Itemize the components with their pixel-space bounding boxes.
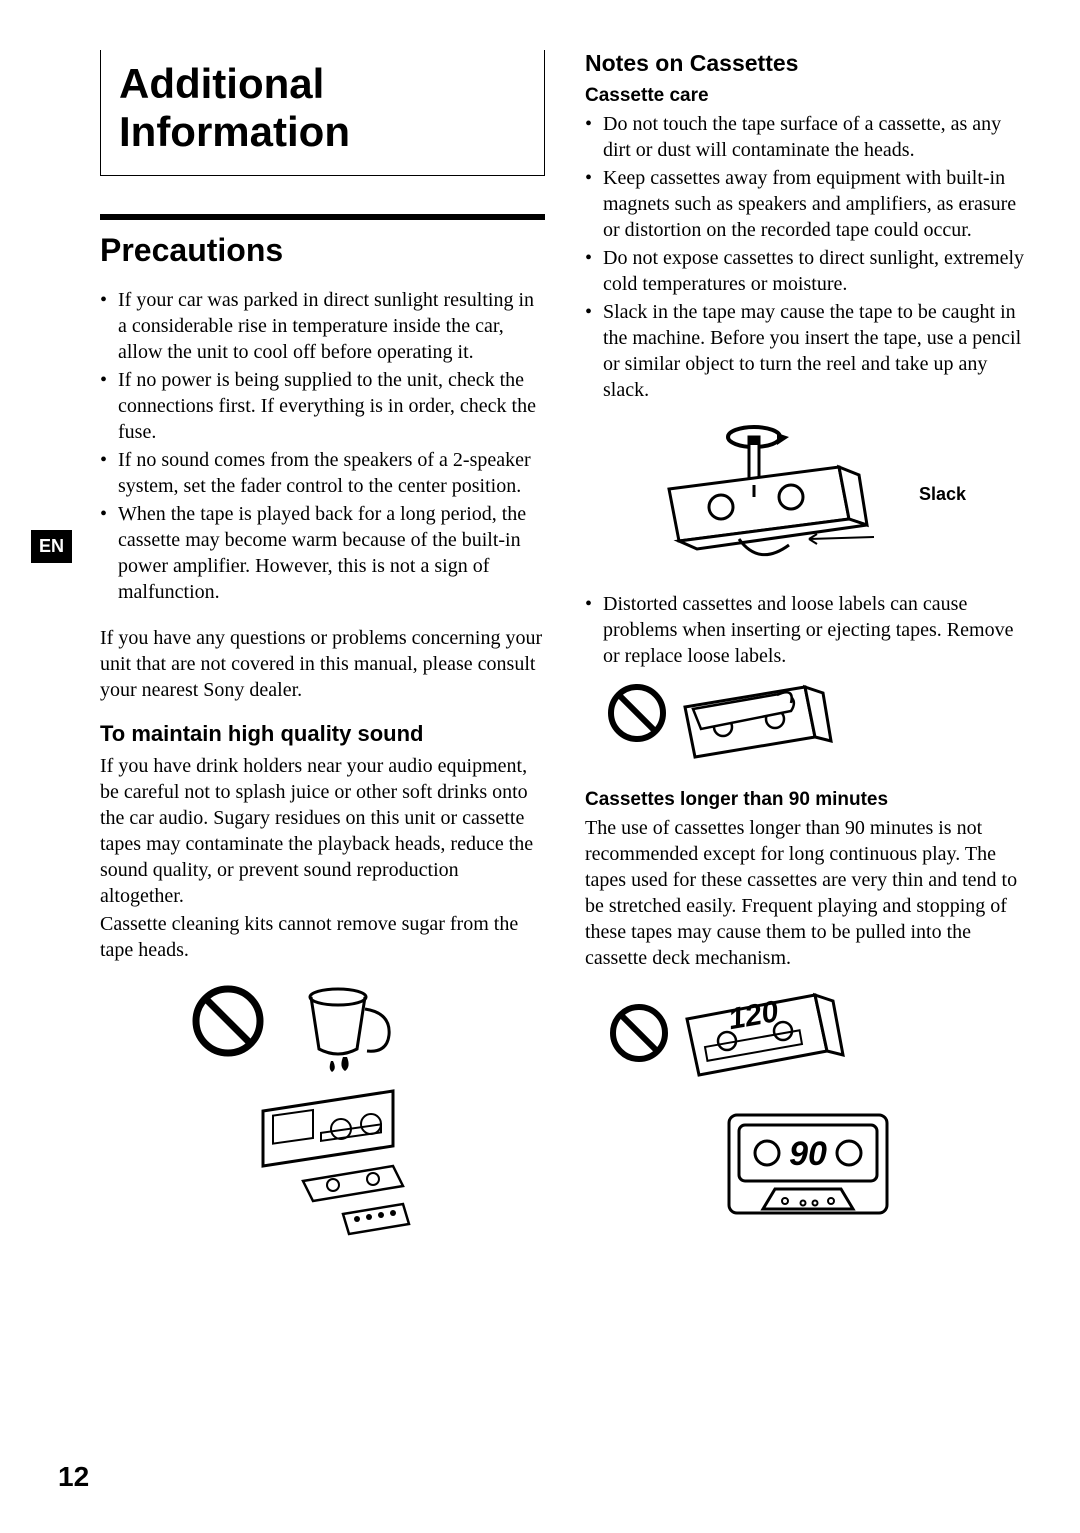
title-box: Additional Information bbox=[100, 50, 545, 176]
page-content: Additional Information Precautions If yo… bbox=[0, 0, 1080, 1533]
cassette-120-illustration: 120 bbox=[585, 989, 1030, 1089]
cassette-care-list: Do not touch the tape surface of a casse… bbox=[585, 111, 1030, 403]
slack-illustration: Slack bbox=[585, 419, 1030, 569]
list-item: Slack in the tape may cause the tape to … bbox=[585, 299, 1030, 403]
cassette-care-heading: Cassette care bbox=[585, 85, 1030, 107]
loose-label-list: Distorted cassettes and loose labels can… bbox=[585, 591, 1030, 669]
cassette-label-icon bbox=[605, 679, 835, 769]
precautions-list: If your car was parked in direct sunligh… bbox=[100, 287, 545, 605]
cassette-120-icon: 120 bbox=[605, 989, 845, 1089]
svg-text:90: 90 bbox=[789, 1135, 827, 1173]
doc-title: Additional Information bbox=[119, 60, 526, 157]
cassette-90-icon: 90 bbox=[723, 1109, 893, 1219]
maintain-sound-heading: To maintain high quality sound bbox=[100, 721, 545, 747]
dealer-paragraph: If you have any questions or problems co… bbox=[100, 625, 545, 703]
loose-label-illustration bbox=[585, 679, 1030, 769]
list-item: If no sound comes from the speakers of a… bbox=[100, 447, 545, 499]
list-item: If your car was parked in direct sunligh… bbox=[100, 287, 545, 365]
cassette-pencil-icon bbox=[649, 419, 909, 569]
right-column: Notes on Cassettes Cassette care Do not … bbox=[585, 50, 1030, 1493]
cassettes-90-heading: Cassettes longer than 90 minutes bbox=[585, 789, 1030, 811]
drink-spill-illustration bbox=[100, 981, 545, 1241]
section-rule bbox=[100, 214, 545, 220]
cassettes-90-para: The use of cassettes longer than 90 minu… bbox=[585, 815, 1030, 971]
drink-spill-icon bbox=[173, 981, 473, 1241]
list-item: Do not expose cassettes to direct sunlig… bbox=[585, 245, 1030, 297]
language-tab: EN bbox=[31, 530, 72, 563]
slack-label: Slack bbox=[919, 484, 966, 505]
maintain-sound-para1: If you have drink holders near your audi… bbox=[100, 753, 545, 909]
list-item: When the tape is played back for a long … bbox=[100, 501, 545, 605]
left-column: Additional Information Precautions If yo… bbox=[100, 50, 545, 1493]
cassette-90-illustration: 90 bbox=[585, 1109, 1030, 1219]
list-item: Keep cassettes away from equipment with … bbox=[585, 165, 1030, 243]
list-item: Distorted cassettes and loose labels can… bbox=[585, 591, 1030, 669]
list-item: If no power is being supplied to the uni… bbox=[100, 367, 545, 445]
notes-cassettes-heading: Notes on Cassettes bbox=[585, 50, 1030, 77]
precautions-heading: Precautions bbox=[100, 232, 545, 269]
maintain-sound-para2: Cassette cleaning kits cannot remove sug… bbox=[100, 911, 545, 963]
list-item: Do not touch the tape surface of a casse… bbox=[585, 111, 1030, 163]
page-number: 12 bbox=[58, 1461, 89, 1493]
